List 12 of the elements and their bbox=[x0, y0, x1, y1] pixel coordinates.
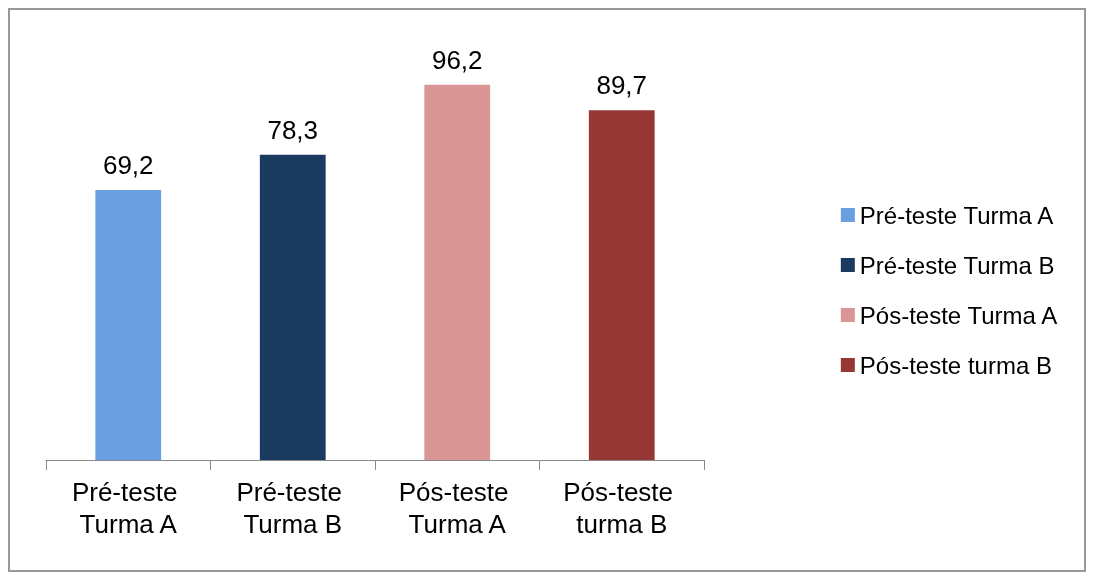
data-label: 89,7 bbox=[596, 70, 648, 101]
data-label: 78,3 bbox=[267, 114, 319, 145]
x-tick-label: Pré-teste Turma A bbox=[71, 477, 185, 539]
legend-label: Pré-teste Turma B bbox=[859, 251, 1055, 279]
x-tick-label: Pós-teste turma B bbox=[563, 477, 681, 539]
legend-label: Pós-teste Turma A bbox=[859, 301, 1058, 329]
legend-label: Pós-teste turma B bbox=[859, 351, 1052, 379]
x-tick-label: Pré-teste Turma B bbox=[236, 477, 350, 539]
data-label: 69,2 bbox=[102, 150, 154, 181]
legend-label: Pré-teste Turma A bbox=[859, 201, 1054, 229]
x-tick-label: Pós-teste Turma A bbox=[398, 477, 516, 539]
data-label: 96,2 bbox=[431, 44, 483, 75]
